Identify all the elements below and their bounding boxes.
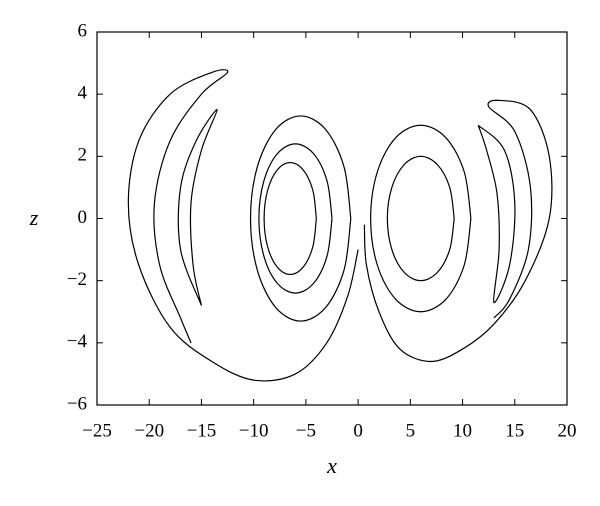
x-axis-label: x xyxy=(326,453,337,478)
x-tick-label: 15 xyxy=(505,420,524,441)
x-tick-label: 0 xyxy=(353,420,363,441)
trajectory xyxy=(370,124,472,313)
y-tick-label: 4 xyxy=(78,83,88,104)
x-tick-label: −15 xyxy=(187,420,217,441)
x-tick-label: −25 xyxy=(82,420,112,441)
x-tick-label: 10 xyxy=(453,420,472,441)
y-tick-label: −4 xyxy=(67,331,88,352)
trajectory xyxy=(363,99,553,363)
trajectory xyxy=(258,143,333,294)
trajectory xyxy=(263,161,317,276)
x-tick-label: −5 xyxy=(296,420,316,441)
trajectory xyxy=(386,155,455,282)
trajectory xyxy=(127,69,359,382)
x-tick-label: −10 xyxy=(239,420,269,441)
y-axis-label: z xyxy=(29,205,39,230)
y-tick-label: 6 xyxy=(78,20,88,41)
trajectory xyxy=(249,115,352,322)
y-tick-label: 2 xyxy=(78,145,88,166)
y-tick-label: −6 xyxy=(67,393,87,414)
x-tick-label: 20 xyxy=(558,420,577,441)
trajectory xyxy=(477,124,516,304)
y-tick-label: 0 xyxy=(78,207,88,228)
y-tick-label: −2 xyxy=(67,269,87,290)
trajectory xyxy=(177,109,218,306)
x-tick-label: −20 xyxy=(134,420,164,441)
x-tick-label: 5 xyxy=(406,420,416,441)
